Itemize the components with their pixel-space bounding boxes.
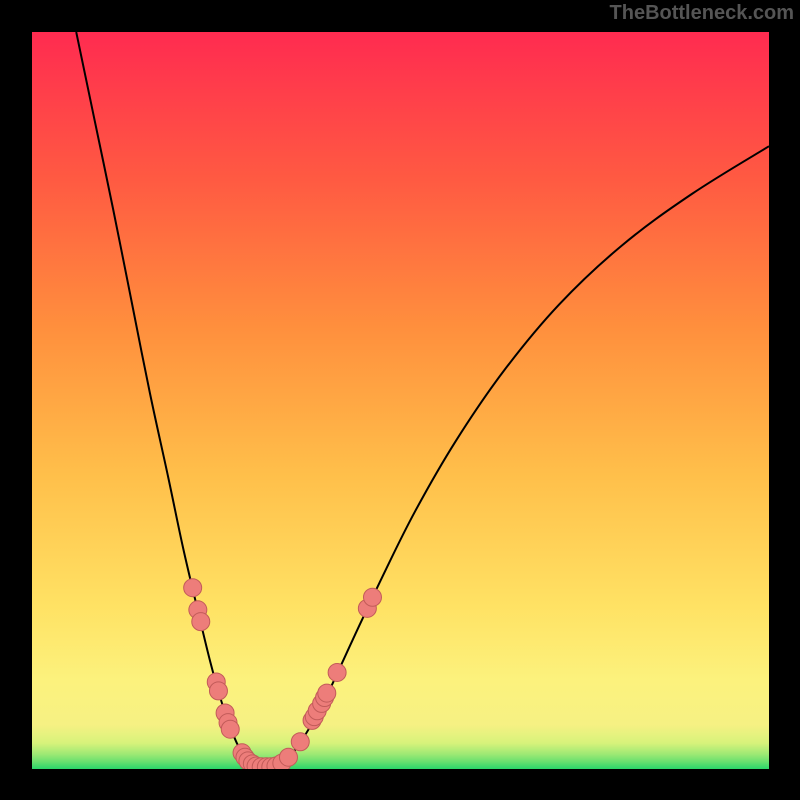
chart-container: TheBottleneck.com — [0, 0, 800, 800]
data-marker — [363, 588, 381, 606]
data-marker — [209, 682, 227, 700]
watermark-text: TheBottleneck.com — [610, 2, 794, 25]
data-marker — [192, 613, 210, 631]
data-marker — [184, 579, 202, 597]
data-marker — [291, 733, 309, 751]
chart-svg — [32, 32, 769, 769]
data-marker — [328, 663, 346, 681]
data-marker — [221, 720, 239, 738]
gradient-background — [32, 32, 769, 769]
data-marker — [318, 684, 336, 702]
data-marker — [279, 748, 297, 766]
plot-area — [32, 32, 769, 769]
